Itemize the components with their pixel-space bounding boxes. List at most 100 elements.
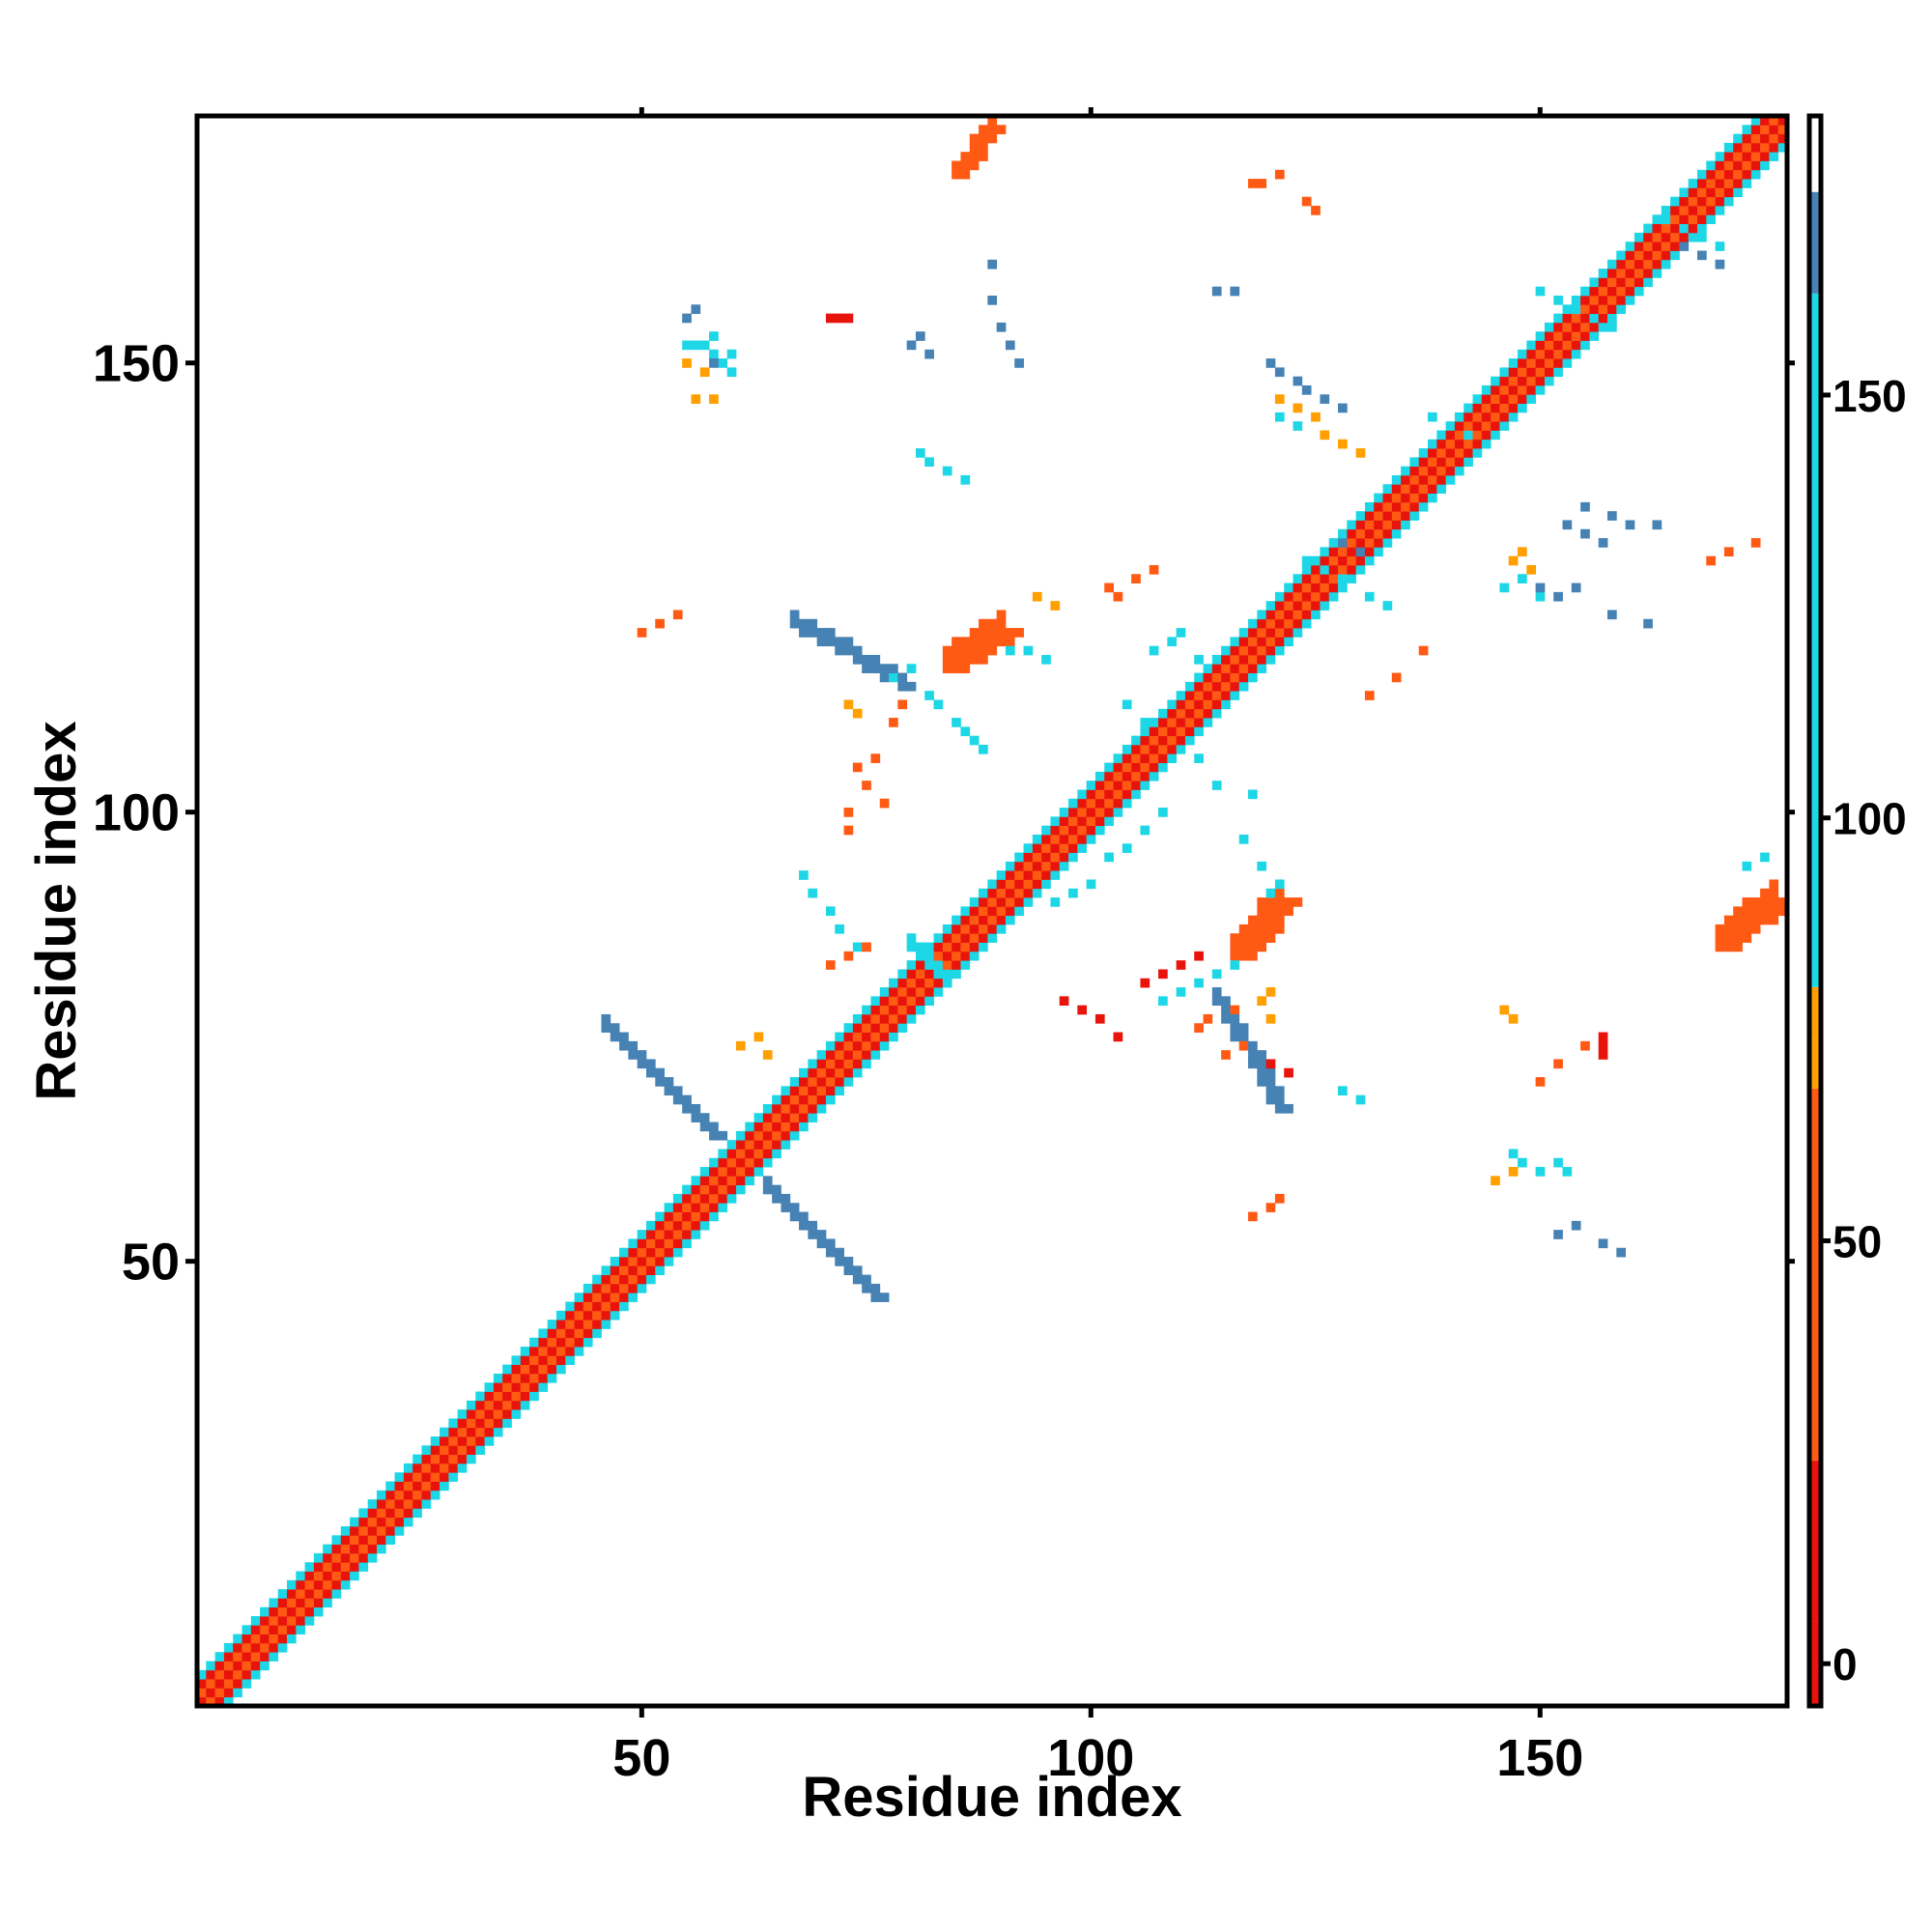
- heatmap-cell: [924, 457, 934, 468]
- heatmap-cell: [1301, 555, 1312, 566]
- heatmap-cell: [376, 1499, 386, 1509]
- heatmap-cell: [772, 1113, 781, 1122]
- heatmap-cell: [242, 1652, 252, 1662]
- heatmap-cell: [610, 1265, 620, 1276]
- heatmap-cell: [996, 628, 1007, 638]
- heatmap-cell: [735, 1184, 746, 1195]
- heatmap-cell: [1320, 555, 1330, 566]
- heatmap-cell: [1418, 474, 1429, 485]
- heatmap-cell: [1652, 242, 1662, 251]
- heatmap-cell: [1194, 708, 1204, 719]
- heatmap-cell: [1077, 825, 1088, 836]
- heatmap-cell: [376, 1517, 386, 1527]
- heatmap-cell: [493, 1418, 503, 1429]
- heatmap-cell: [448, 1472, 459, 1482]
- heatmap-cell: [1742, 906, 1752, 917]
- heatmap-cell: [996, 610, 1007, 620]
- heatmap-cell: [1625, 269, 1635, 278]
- heatmap-cell: [835, 1086, 844, 1096]
- heatmap-cell: [816, 1050, 827, 1060]
- heatmap-cell: [762, 1050, 773, 1060]
- heatmap-cell: [1589, 331, 1600, 341]
- heatmap-cell: [1445, 439, 1456, 449]
- heatmap-cell: [1723, 169, 1734, 180]
- heatmap-cell: [691, 1113, 701, 1122]
- heatmap-cell: [1284, 628, 1293, 638]
- colorbar-segment: [1809, 1621, 1821, 1706]
- heatmap-cell: [358, 1562, 369, 1572]
- heatmap-cell: [979, 645, 988, 656]
- heatmap-cell: [1445, 457, 1456, 468]
- heatmap-cell: [1715, 942, 1725, 952]
- heatmap-cell: [358, 1544, 369, 1554]
- heatmap-cell: [870, 1023, 881, 1033]
- heatmap-cell: [1715, 196, 1725, 207]
- heatmap-cell: [1643, 618, 1653, 629]
- heatmap-cell: [655, 618, 665, 629]
- heatmap-cell: [1491, 384, 1500, 395]
- heatmap-cell: [286, 1616, 297, 1626]
- heatmap-cell: [1094, 771, 1105, 781]
- heatmap-cell: [753, 1149, 764, 1159]
- heatmap-cell: [1518, 358, 1527, 368]
- heatmap-cell: [772, 1140, 781, 1150]
- heatmap-cell: [1562, 340, 1573, 351]
- heatmap-cell: [816, 1103, 827, 1114]
- heatmap-cell: [789, 1122, 800, 1132]
- heatmap-cell: [1607, 286, 1617, 297]
- heatmap-cell: [1113, 798, 1123, 809]
- heatmap-cell: [781, 1113, 791, 1122]
- heatmap-cell: [924, 978, 934, 988]
- heatmap-cell: [223, 1669, 234, 1680]
- heatmap-cell: [529, 1355, 539, 1366]
- heatmap-cell: [1122, 843, 1132, 853]
- heatmap-cell: [726, 367, 737, 378]
- heatmap-cell: [772, 1184, 781, 1195]
- heatmap-cell: [816, 1230, 827, 1239]
- x-axis-ticks: 50 100 150: [612, 107, 1583, 1787]
- heatmap-cell: [582, 1283, 593, 1293]
- heatmap-cell: [1041, 654, 1051, 665]
- heatmap-cell: [296, 1625, 305, 1635]
- heatmap-cell: [1301, 564, 1312, 575]
- heatmap-cell: [952, 951, 961, 961]
- heatmap-cell: [1265, 1077, 1276, 1087]
- heatmap-cell: [1257, 923, 1267, 934]
- heatmap-cell: [862, 654, 871, 665]
- heatmap-cell: [1750, 538, 1761, 548]
- heatmap-cell: [906, 987, 917, 997]
- heatmap-cell: [753, 1140, 764, 1150]
- heatmap-cell: [1661, 205, 1671, 215]
- heatmap-cell: [601, 1293, 611, 1302]
- heatmap-cell: [1113, 762, 1123, 773]
- heatmap-cell: [1050, 852, 1061, 863]
- heatmap-cell: [1652, 250, 1662, 261]
- heatmap-cell: [1284, 610, 1293, 620]
- heatmap-cell: [466, 1418, 476, 1429]
- heatmap-cell: [1094, 1013, 1105, 1024]
- heatmap-cell: [475, 1436, 485, 1446]
- heatmap-cell: [331, 1579, 342, 1590]
- heatmap-cell: [1086, 789, 1096, 800]
- heatmap-cell: [547, 1320, 557, 1329]
- heatmap-cell: [1257, 1067, 1267, 1078]
- heatmap-cell: [1167, 718, 1178, 727]
- heatmap-cell: [1436, 448, 1447, 458]
- heatmap-cell: [484, 1400, 495, 1410]
- heatmap-cell: [1068, 825, 1078, 836]
- heatmap-cell: [789, 1113, 800, 1122]
- heatmap-cell: [250, 1652, 261, 1662]
- heatmap-cell: [672, 610, 683, 620]
- heatmap-cell: [726, 1157, 737, 1168]
- heatmap-cell: [979, 142, 988, 153]
- heatmap-cell: [726, 1167, 737, 1177]
- heatmap-cell: [762, 1130, 773, 1141]
- heatmap-cell: [511, 1373, 522, 1383]
- heatmap-cell: [277, 1616, 288, 1626]
- heatmap-cell: [538, 1347, 549, 1356]
- heatmap-cell: [1238, 933, 1249, 943]
- heatmap-cell: [358, 1552, 369, 1563]
- heatmap-cell: [1733, 133, 1743, 144]
- heatmap-cell: [1094, 808, 1105, 817]
- heatmap-cell: [1518, 547, 1527, 557]
